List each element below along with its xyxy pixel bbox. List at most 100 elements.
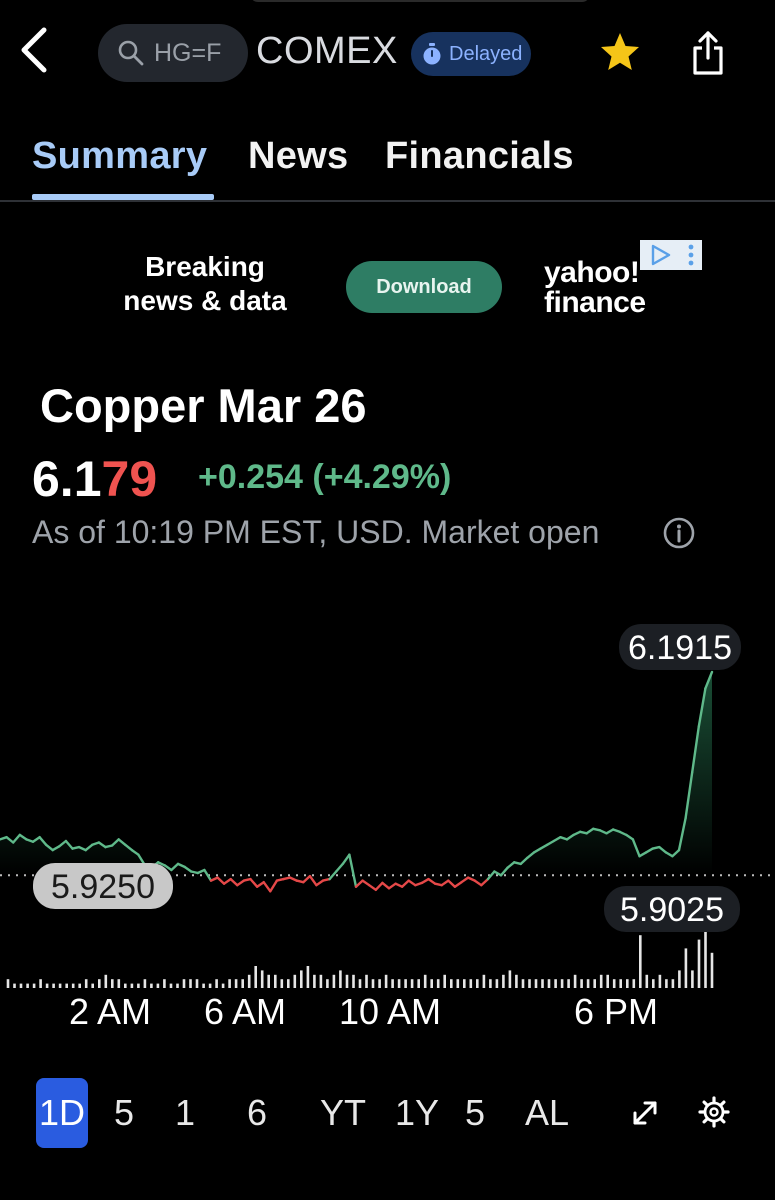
price-line-segment [697, 687, 707, 728]
volume-bar [104, 974, 108, 988]
price-line-segment [374, 881, 384, 891]
range-5y-button[interactable]: 5 [465, 1092, 486, 1133]
price-line-segment [124, 843, 134, 852]
range-all-button[interactable]: AL [525, 1092, 570, 1133]
price-line-segment [440, 879, 450, 887]
volume-bar [397, 979, 401, 988]
price-line-segment [420, 877, 430, 885]
volume-bar [52, 983, 55, 988]
ad-choices-badge[interactable] [640, 240, 702, 270]
volume-bar [593, 979, 596, 988]
volume-bar [612, 979, 616, 988]
volume-bar [306, 966, 310, 988]
price-line-segment [354, 879, 364, 888]
price-line-segment [447, 879, 457, 888]
price-line-segment [638, 851, 648, 858]
volume-bar [274, 974, 277, 988]
volume-bar [469, 979, 473, 988]
price-line-segment [400, 879, 410, 888]
price-line-segment [163, 864, 173, 872]
back-button[interactable] [14, 24, 54, 76]
volume-bar [98, 979, 101, 988]
price-line-segment [341, 853, 351, 866]
more-vertical-icon [688, 244, 693, 266]
tab-summary[interactable]: Summary [32, 135, 208, 177]
price-line-segment [381, 881, 391, 890]
volume-bar [639, 935, 642, 988]
watchlist-star-button[interactable] [598, 30, 642, 74]
chart-settings-button[interactable] [696, 1094, 732, 1130]
ad-headline-line2: news & data [123, 285, 287, 316]
price-highlight: 79 [101, 451, 158, 507]
volume-bar [371, 979, 375, 988]
price-chart[interactable]: 2 AM 6 AM 10 AM 6 PM 6.1915 5.9250 5.9025 [0, 600, 775, 1040]
info-button[interactable] [662, 516, 696, 550]
range-6m-button[interactable]: 6 [247, 1092, 268, 1133]
price-line-segment [262, 881, 272, 893]
tab-divider [0, 200, 775, 202]
price-line-segment [658, 845, 668, 854]
price-line-segment [170, 862, 180, 872]
range-1y-button[interactable]: 1Y [395, 1092, 440, 1133]
range-1m-button[interactable]: 1 [175, 1092, 196, 1133]
volume-bar [71, 983, 75, 988]
volume-bar [137, 983, 140, 988]
price-line-segment [348, 853, 358, 888]
volume-bar [599, 974, 603, 988]
volume-bar [345, 974, 349, 988]
price-line-segment [255, 881, 265, 888]
price-line-segment [51, 845, 61, 852]
delayed-badge[interactable]: Delayed [411, 32, 531, 76]
tab-news[interactable]: News [248, 135, 349, 177]
volume-bar [697, 939, 701, 988]
tab-financials[interactable]: Financials [385, 135, 574, 177]
volume-bar [208, 983, 212, 988]
ad-logo-line1: yahoo! [544, 256, 640, 289]
price-line-segment [368, 884, 377, 891]
info-icon [663, 517, 695, 549]
price-line-segment [84, 843, 94, 852]
range-5d-button[interactable]: 5 [114, 1092, 135, 1133]
volume-bar [39, 979, 42, 988]
price-line-segment [44, 843, 54, 852]
volume-bar [6, 979, 10, 988]
price-line-segment [302, 874, 312, 884]
volume-bar [632, 979, 636, 988]
price-line-segment [598, 829, 608, 835]
volume-bar [645, 974, 649, 988]
ad-download-button[interactable]: Download [346, 261, 502, 313]
price-line-segment [183, 865, 193, 873]
search-field[interactable]: HG=F [98, 24, 248, 82]
price-line-segment [216, 876, 226, 885]
volume-bar [13, 983, 16, 988]
price-line-segment [691, 725, 700, 774]
price-line-segment [585, 827, 595, 835]
volume-bar [658, 974, 662, 988]
share-button[interactable] [688, 28, 728, 78]
ad-headline-line1: Breaking [145, 251, 265, 282]
search-text: HG=F [154, 38, 222, 67]
volume-bar [287, 979, 290, 988]
volume-bar [586, 979, 590, 988]
price-line-segment [671, 848, 681, 858]
price-line-segment [222, 877, 232, 885]
volume-bar [671, 979, 675, 988]
price-line-segment [499, 866, 509, 877]
volume-bar [515, 974, 518, 988]
expand-chart-button[interactable] [628, 1096, 662, 1130]
price-line-segment [249, 877, 259, 888]
range-1d-button[interactable]: 1D [36, 1078, 88, 1148]
ad-headline[interactable]: Breaking news & data [100, 250, 310, 318]
volume-bar [143, 979, 147, 988]
price-line-segment [156, 861, 167, 867]
range-ytd-button[interactable]: YT [320, 1092, 367, 1133]
price-line-segment [5, 835, 15, 844]
volume-bar [580, 979, 583, 988]
price-line-segment [519, 856, 529, 866]
volume-bar [652, 979, 655, 988]
volume-bar [241, 979, 244, 988]
price-line-segment [631, 838, 641, 858]
price-line-segment [539, 843, 549, 850]
ad-logo[interactable]: yahoo! finance [544, 258, 646, 318]
volume-bar [508, 970, 512, 988]
